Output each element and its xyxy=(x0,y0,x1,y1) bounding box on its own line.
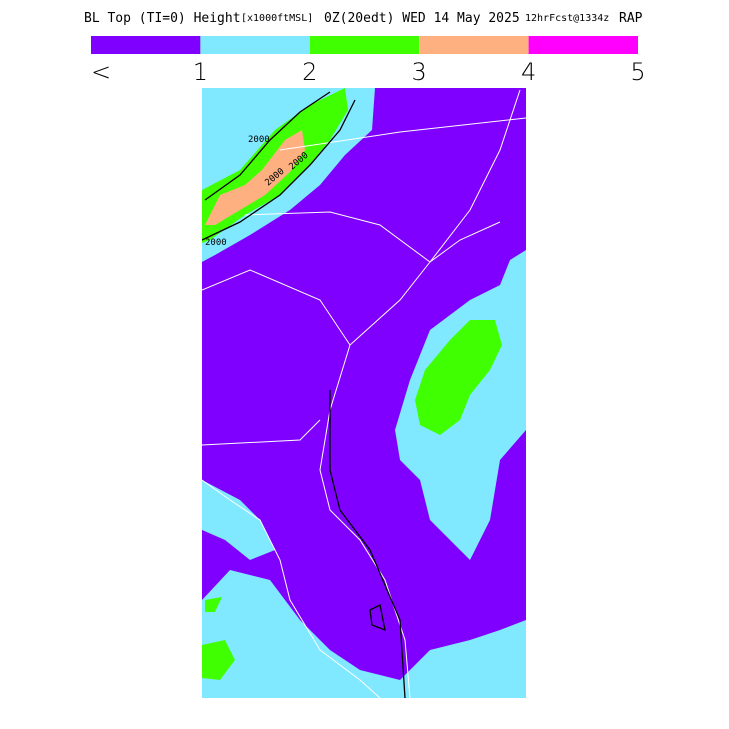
legend-label: 2 xyxy=(302,58,317,86)
title-units: [x1000ftMSL] xyxy=(241,13,313,24)
title-fcst: 12hrFcst@1334z xyxy=(525,13,609,24)
legend-label: 1 xyxy=(193,58,208,86)
region-3k xyxy=(205,130,305,225)
contour-label: 2000 xyxy=(248,135,270,145)
legend-label: < xyxy=(91,58,111,86)
boundaries xyxy=(202,89,526,698)
legend-label: 5 xyxy=(630,58,645,86)
legend-swatch xyxy=(309,36,420,54)
map: 2000 2000 2000 2000 xyxy=(202,88,526,698)
contour-label: 2000 xyxy=(205,238,227,248)
legend-label: 3 xyxy=(412,58,427,86)
region-2k xyxy=(202,597,235,680)
contours xyxy=(202,91,406,698)
region-1k xyxy=(202,570,526,698)
title: BL Top (TI=0) Height [x1000ftMSL] 0Z(20e… xyxy=(84,11,643,26)
region-2k xyxy=(415,320,502,435)
legend-swatch xyxy=(419,36,529,54)
title-model: RAP xyxy=(619,11,643,26)
region-1k xyxy=(202,480,275,560)
legend-swatch xyxy=(91,36,201,54)
legend-label: 4 xyxy=(521,58,536,86)
legend-swatch xyxy=(200,36,310,54)
title-main: BL Top (TI=0) Height xyxy=(84,11,241,26)
color-legend: <1 2 3 4 5 xyxy=(91,36,646,86)
legend-swatch xyxy=(528,36,638,54)
title-time: 0Z(20edt) WED 14 May 2025 xyxy=(324,11,520,26)
